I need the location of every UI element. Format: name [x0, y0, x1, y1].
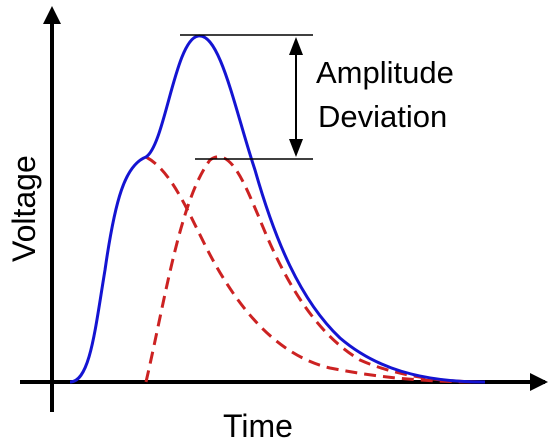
x-axis-arrow	[530, 373, 548, 391]
annotation-line-1: Amplitude	[316, 55, 454, 90]
amplitude-annotation: Amplitude Deviation	[180, 34, 454, 160]
x-axis-label: Time	[223, 408, 293, 444]
axes	[20, 6, 548, 412]
sum-curve	[69, 34, 486, 384]
second-pulse-curve	[144, 155, 486, 384]
deviation-arrow-bottom-head	[289, 139, 303, 157]
deviation-arrow-top-head	[289, 37, 303, 55]
first-pulse-curve	[145, 155, 486, 384]
y-axis-label: Voltage	[6, 155, 42, 262]
annotation-line-2: Deviation	[318, 99, 447, 134]
curves	[69, 34, 486, 384]
y-axis-arrow	[43, 6, 61, 24]
